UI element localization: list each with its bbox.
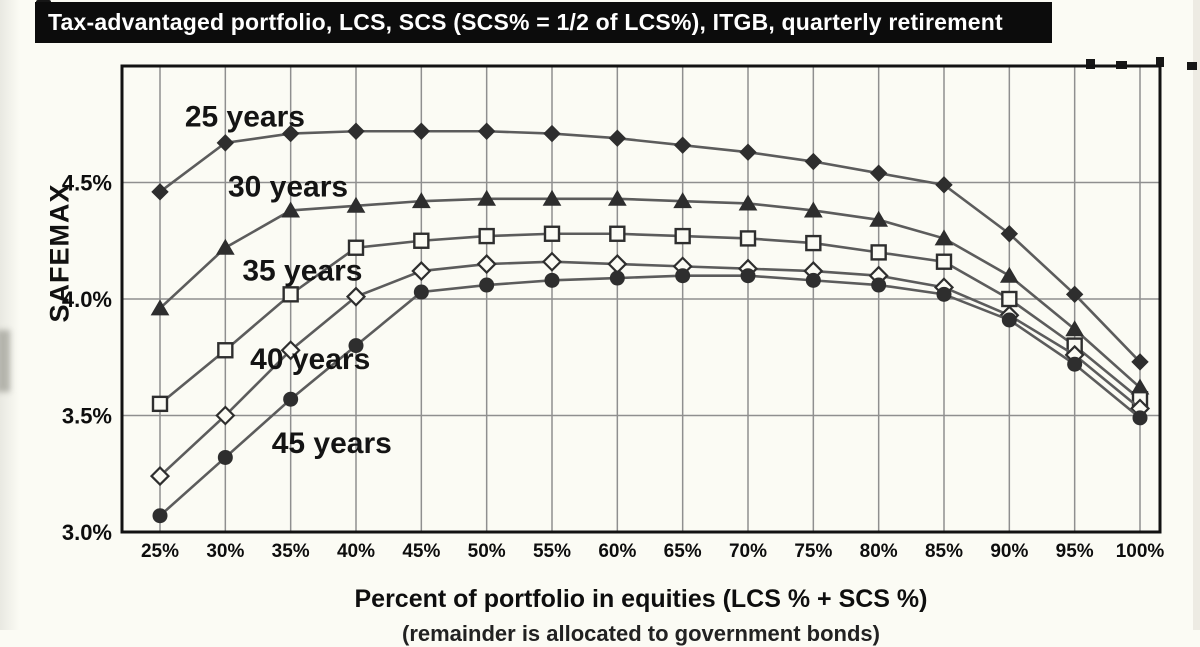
svg-text:40%: 40%	[337, 541, 375, 562]
svg-text:70%: 70%	[729, 541, 767, 562]
svg-text:95%: 95%	[1056, 541, 1094, 562]
svg-text:3.0%: 3.0%	[62, 520, 112, 545]
series-annotations: 25 years 30 years 35 years 40 years 45 years	[185, 101, 392, 460]
svg-text:90%: 90%	[990, 541, 1028, 562]
plot-frame	[120, 64, 1162, 534]
svg-text:35%: 35%	[272, 541, 310, 562]
scan-artifact	[1156, 57, 1164, 67]
scan-edge-shadow-right	[1193, 0, 1200, 630]
svg-text:30 years: 30 years	[228, 170, 348, 203]
svg-text:25%: 25%	[141, 541, 179, 562]
svg-text:60%: 60%	[598, 541, 636, 562]
scan-artifact	[1086, 59, 1095, 69]
figure-subtitle: Tax-advantaged portfolio, LCS, SCS (SCS%…	[48, 9, 1003, 35]
svg-text:55%: 55%	[533, 541, 571, 562]
figure-subtitle-banner: Tax-advantaged portfolio, LCS, SCS (SCS%…	[35, 2, 1052, 43]
svg-text:45 years: 45 years	[272, 427, 392, 460]
svg-text:85%: 85%	[925, 541, 963, 562]
svg-text:100%: 100%	[1116, 541, 1165, 562]
svg-text:40 years: 40 years	[250, 343, 370, 376]
svg-text:35 years: 35 years	[242, 254, 362, 287]
svg-text:65%: 65%	[664, 541, 702, 562]
svg-text:80%: 80%	[860, 541, 898, 562]
svg-text:75%: 75%	[794, 541, 832, 562]
scan-smudge	[0, 330, 10, 392]
series-30-years	[150, 189, 1150, 395]
series-25-years	[151, 122, 1149, 371]
scan-edge-shadow-left	[0, 0, 20, 630]
y-tick-labels: 3.0% 3.5% 4.0% 4.5%	[62, 171, 112, 546]
x-axis-title: Percent of portfolio in equities (LCS % …	[354, 585, 928, 613]
svg-text:4.5%: 4.5%	[62, 171, 112, 196]
x-tick-labels: 25% 30% 35% 40% 45% 50% 55% 60% 65% 70% 75% 80% 85% 9…	[141, 541, 1164, 562]
svg-text:50%: 50%	[468, 541, 506, 562]
svg-text:30%: 30%	[206, 541, 244, 562]
svg-text:3.5%: 3.5%	[62, 404, 112, 429]
x-axis-subtitle-cropped: (remainder is allocated to government bo…	[402, 621, 880, 646]
scan-artifact	[1187, 62, 1197, 70]
series-45-years	[152, 268, 1148, 524]
svg-text:45%: 45%	[402, 541, 440, 562]
svg-text:4.0%: 4.0%	[62, 287, 112, 312]
svg-text:25 years: 25 years	[185, 101, 305, 134]
safemax-line-chart: 25% 30% 35% 40% 45% 50% 55% 60% 65% 70% 75% 80% 85% 9…	[62, 64, 1164, 562]
